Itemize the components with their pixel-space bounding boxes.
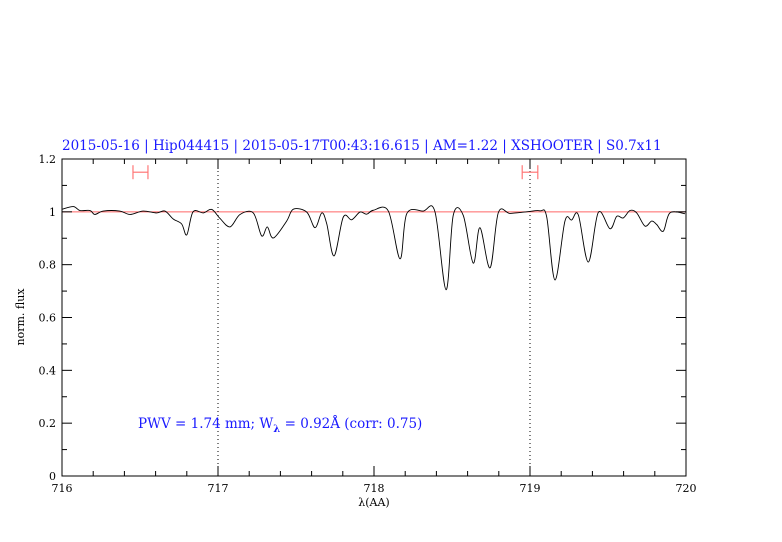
y-tick-label: 1.2 (39, 153, 57, 166)
pwv-annotation: PWV = 1.74 mm; Wλ = 0.92Å (corr: 0.75) (138, 416, 422, 435)
x-tick-label: 717 (208, 482, 229, 495)
x-tick-label: 716 (52, 482, 73, 495)
y-tick-label: 0.6 (39, 312, 57, 325)
chart-title: 2015-05-16 | Hip044415 | 2015-05-17T00:4… (62, 138, 662, 154)
x-tick-label: 720 (676, 482, 697, 495)
y-axis-label: norm. flux (14, 288, 27, 346)
annotation-subscript: λ (273, 424, 280, 435)
plot-area: 716 717 718 719 720 0 0.2 0.4 0.6 0.8 1 1.2 (39, 153, 697, 495)
x-axis-label: λ(AA) (358, 496, 389, 509)
x-tick-label: 718 (364, 482, 385, 495)
y-tick-label: 0.8 (39, 259, 57, 272)
y-tick-label: 0.4 (39, 364, 57, 377)
y-tick-label: 0.2 (39, 417, 57, 430)
annotation-prefix: PWV = 1.74 mm; W (138, 416, 273, 432)
x-tick-label: 719 (520, 482, 541, 495)
y-tick-label: 0 (49, 470, 56, 483)
spectrum-line (61, 205, 686, 291)
y-tick-label: 1 (49, 206, 56, 219)
annotation-suffix: = 0.92Å (corr: 0.75) (280, 416, 422, 432)
